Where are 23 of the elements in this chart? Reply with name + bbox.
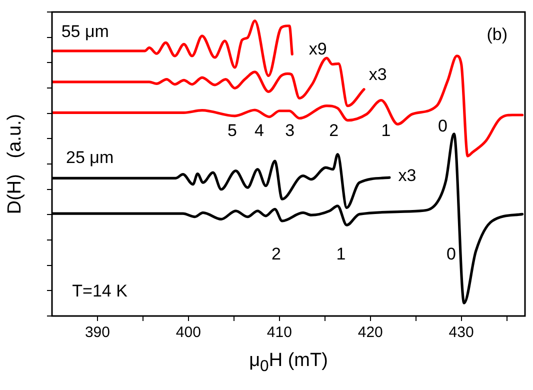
x-tick-label: 410 — [266, 324, 292, 342]
annotation: x3 — [368, 64, 387, 84]
x-tick-label: 390 — [84, 324, 110, 342]
annotation: (b) — [486, 24, 508, 44]
annotation: 25 μm — [66, 148, 114, 168]
annotation: 1 — [381, 121, 391, 140]
annotation: 55 μm — [61, 22, 109, 41]
annotation: 2 — [271, 244, 281, 264]
annotation: x9 — [308, 40, 327, 59]
annotation: 1 — [336, 244, 346, 264]
annotation: 4 — [254, 121, 264, 140]
x-tick-label: 420 — [358, 324, 383, 342]
annotation: 0 — [446, 244, 456, 264]
annotation: x3 — [398, 166, 416, 186]
annotation: T=14 K — [72, 282, 128, 301]
x-tick-label: 430 — [448, 324, 474, 342]
annotation: 0 — [438, 116, 448, 136]
annotation: 2 — [329, 121, 339, 140]
y-axis-title: D(H) (a.u.) — [4, 114, 26, 214]
x-tick-label: 400 — [176, 324, 201, 342]
x-axis-title: μ$_{0}$H (mT) — [248, 350, 329, 376]
annotation: 3 — [285, 121, 295, 140]
annotation: 5 — [227, 121, 237, 140]
